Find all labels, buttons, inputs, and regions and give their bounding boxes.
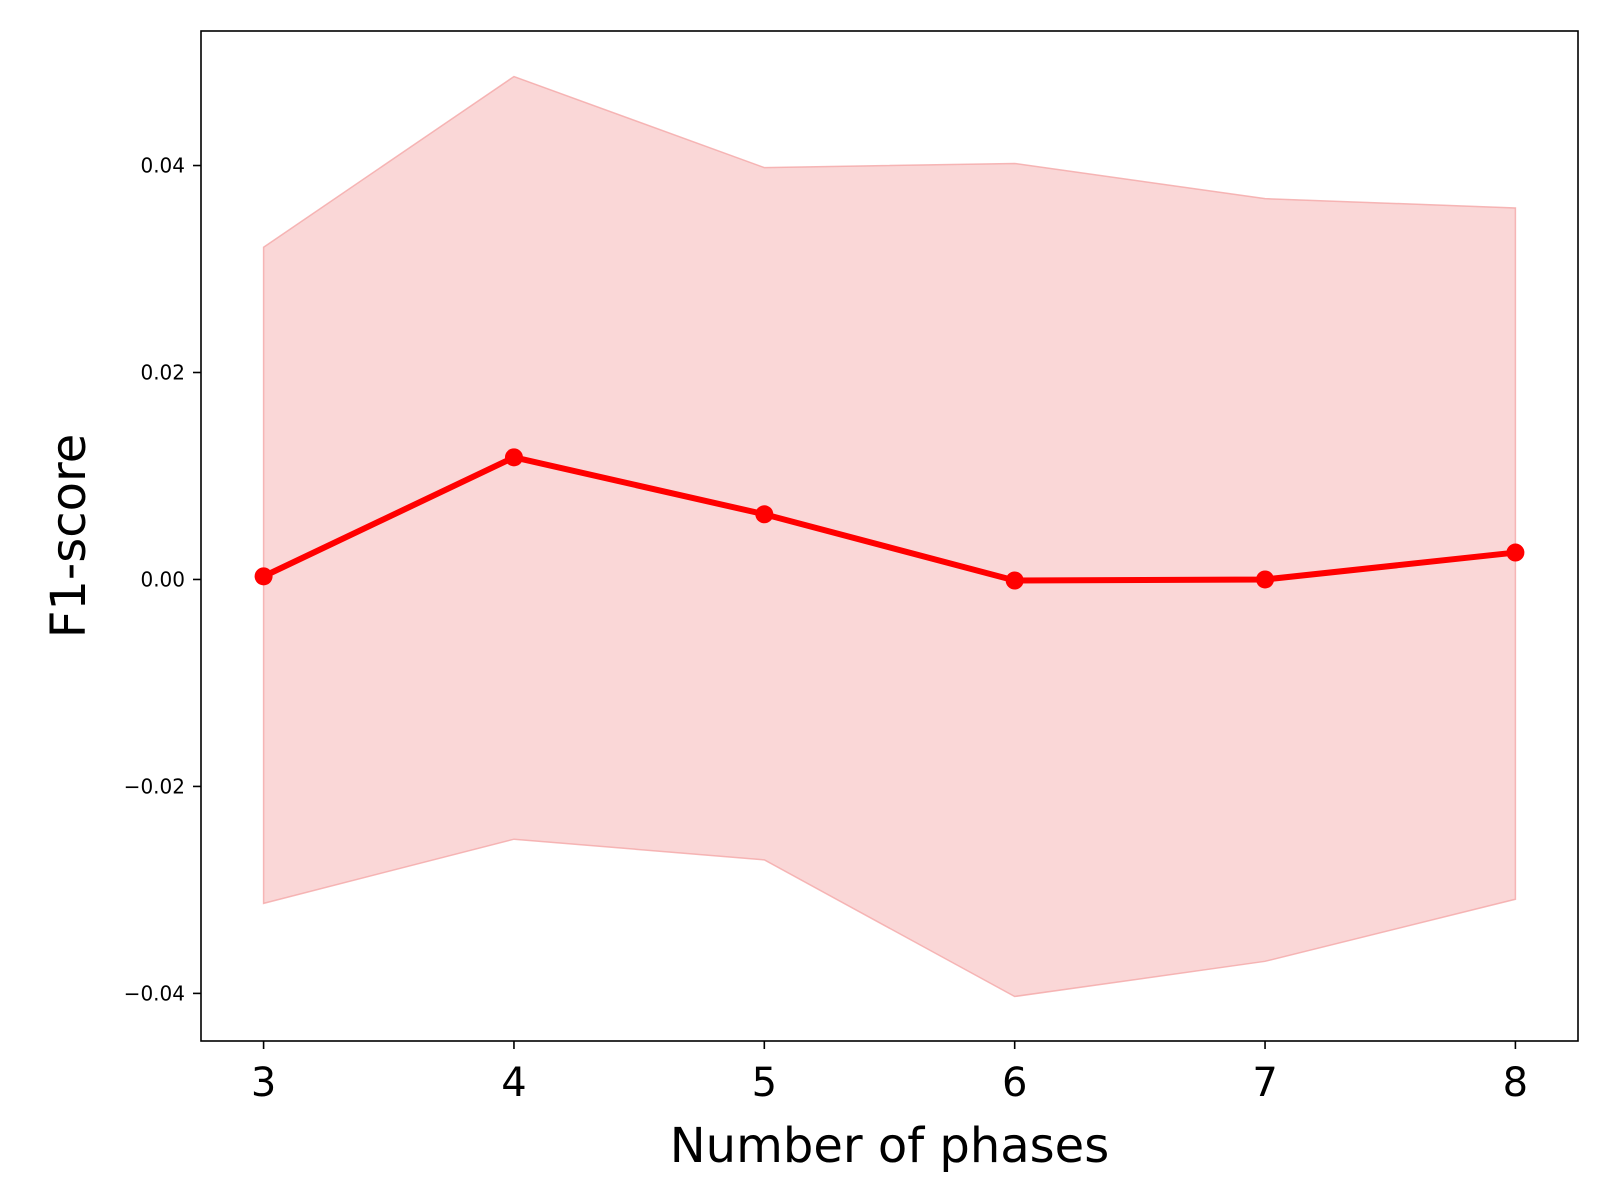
data-point-x-5 bbox=[755, 505, 774, 524]
series-points-layer bbox=[254, 448, 1525, 590]
y-tick-label: 0.04 bbox=[140, 154, 185, 178]
data-point-x-6 bbox=[1005, 571, 1024, 590]
y-tick-label: 0.00 bbox=[140, 567, 185, 591]
confidence-band-layer bbox=[262, 75, 1517, 998]
x-tick-label: 8 bbox=[1503, 1060, 1528, 1106]
series-line-layer bbox=[260, 454, 1519, 584]
y-tick-label: 0.02 bbox=[140, 360, 185, 384]
y-tick-label: −0.04 bbox=[124, 981, 185, 1005]
x-axis-ticks: 3 4 5 6 7 8 bbox=[251, 1041, 1528, 1106]
plot-frame bbox=[200, 30, 1579, 1042]
y-axis-ticks: −0.04 −0.02 0.00 0.02 0.04 bbox=[124, 154, 201, 1005]
data-point-x-3 bbox=[254, 567, 273, 586]
data-point-x-8 bbox=[1506, 543, 1525, 562]
x-tick-label: 6 bbox=[1002, 1060, 1027, 1106]
y-axis-label: F1-score bbox=[41, 434, 97, 638]
x-axis-label: Number of phases bbox=[670, 1118, 1109, 1174]
series-line bbox=[260, 454, 1519, 584]
x-tick-label: 5 bbox=[752, 1060, 777, 1106]
data-point-x-4 bbox=[504, 448, 523, 467]
x-tick-label: 3 bbox=[251, 1060, 276, 1106]
x-tick-label: 4 bbox=[501, 1060, 526, 1106]
data-point-x-7 bbox=[1256, 570, 1275, 589]
y-tick-label: −0.02 bbox=[124, 774, 185, 798]
x-tick-label: 7 bbox=[1252, 1060, 1277, 1106]
confidence-band bbox=[262, 75, 1517, 998]
